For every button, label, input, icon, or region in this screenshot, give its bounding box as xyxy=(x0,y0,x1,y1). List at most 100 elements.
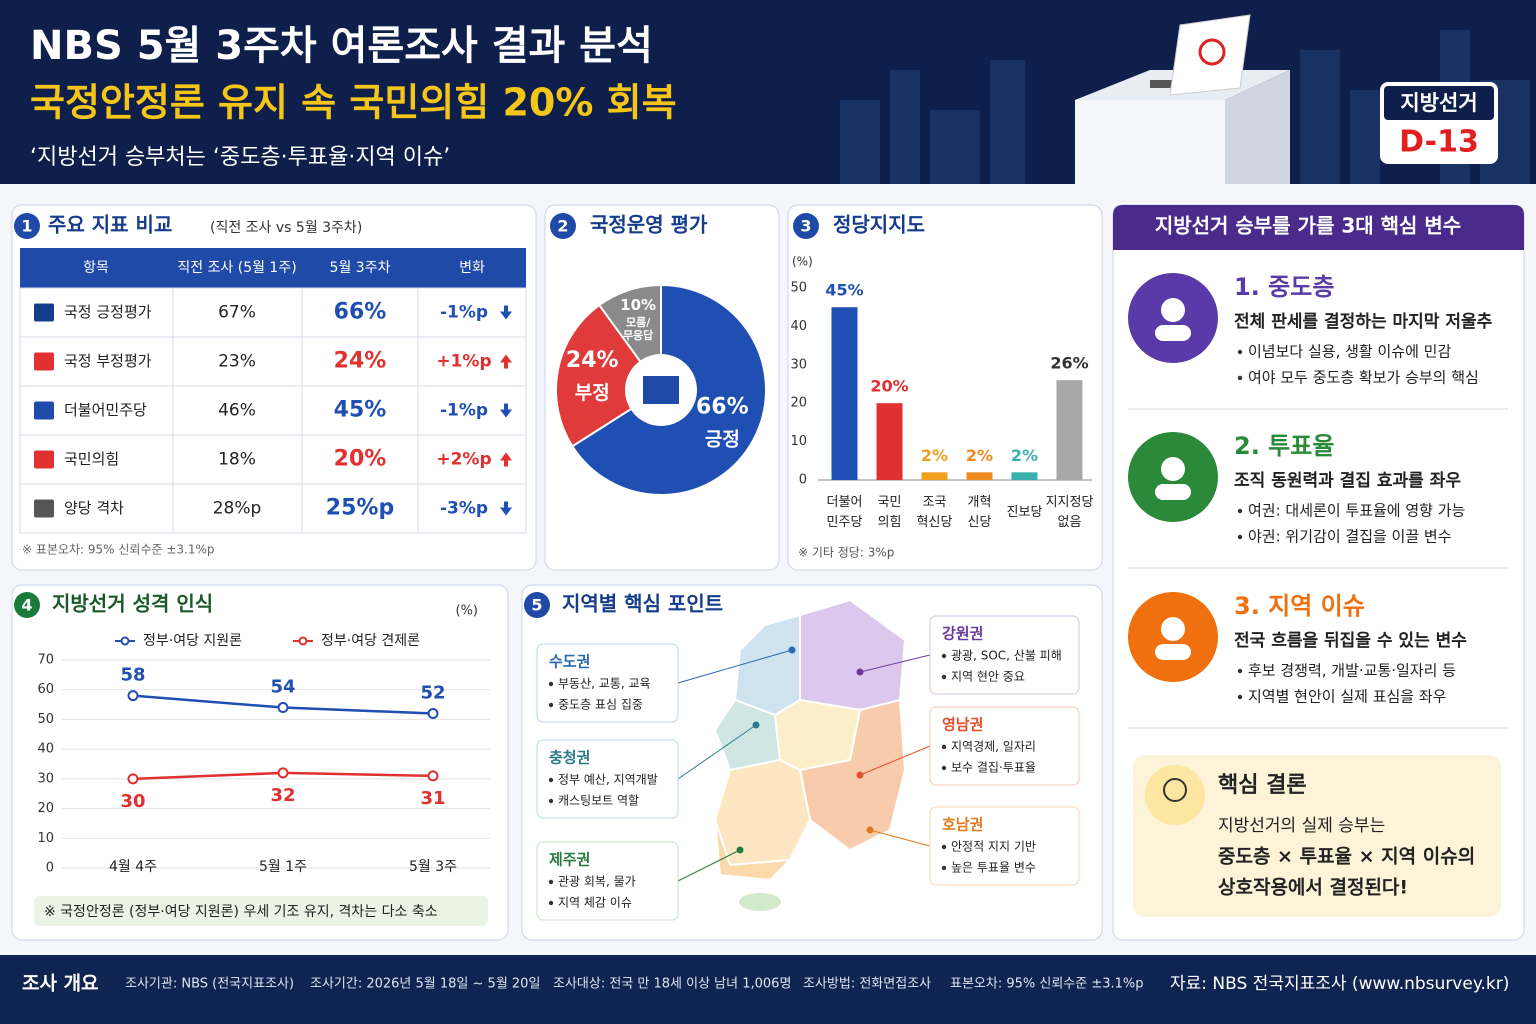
slice-label: 긍정 xyxy=(705,428,740,450)
value-label: 32 xyxy=(270,785,295,806)
change-value: -3%p xyxy=(440,499,488,519)
badge-top xyxy=(1384,86,1494,120)
bar xyxy=(1011,472,1038,480)
table-row xyxy=(19,385,527,436)
factor-title: 2. 투표율 xyxy=(1234,432,1334,460)
footer-item: 조사기간: 2026년 5월 18일 ~ 5월 20일 xyxy=(310,977,540,992)
x-tick-label: 5월 3주 xyxy=(409,859,457,875)
legend-marker xyxy=(298,636,308,646)
y-tick-label: 10 xyxy=(37,831,54,846)
value-label: 54 xyxy=(270,677,295,698)
conclusion-line: 지방선거의 실제 승부는 xyxy=(1218,816,1385,836)
factor-lead: 조직 동원력과 결집 효과를 좌우 xyxy=(1234,471,1461,491)
pie-slice xyxy=(555,303,663,448)
current-value: 24% xyxy=(334,349,387,374)
row-label: 더불어민주당 xyxy=(64,401,147,419)
change-value: +2%p xyxy=(436,450,491,470)
factor-point: 후보 경쟁력, 개발·교통·일자리 등 xyxy=(1248,662,1456,680)
y-tick-label: 20 xyxy=(37,801,54,816)
y-tick-label: 40 xyxy=(790,319,807,334)
factor-point: 여권: 대세론이 투표율에 영향 가능 xyxy=(1248,502,1466,520)
line-point xyxy=(277,767,289,779)
change-arrow xyxy=(500,403,512,418)
row-icon xyxy=(34,450,54,469)
x-tick-label: 조국 혁신당 xyxy=(917,495,953,530)
table-header: 변화 xyxy=(459,260,485,276)
section-title: 지역별 핵심 포인트 xyxy=(562,592,723,616)
section-number-bg xyxy=(14,592,40,618)
bullet xyxy=(1237,349,1243,355)
bullet xyxy=(941,674,947,680)
region-pin xyxy=(866,826,874,834)
line-point xyxy=(277,702,289,714)
section-number-bg xyxy=(524,592,550,618)
change-arrow xyxy=(500,501,512,516)
footer-item: 조사방법: 전화면접조사 xyxy=(803,977,931,992)
factor-title: 3. 지역 이슈 xyxy=(1234,592,1365,620)
row-icon xyxy=(34,401,54,420)
row-icon xyxy=(34,499,54,518)
slice-label: 모름/무응답 xyxy=(623,316,653,342)
section-number-bg xyxy=(14,213,40,239)
region-point: 지역 현안 중요 xyxy=(951,670,1025,684)
bullet xyxy=(941,744,947,750)
region-name: 강원권 xyxy=(942,625,983,643)
footer-bg xyxy=(0,955,1536,1024)
footnote: ※ 기타 정당: 3%p xyxy=(798,546,894,560)
key-title: 지방선거 승부를 가를 3대 핵심 변수 xyxy=(1155,214,1461,238)
pie-icon xyxy=(643,376,679,404)
region-point: 지역경제, 일자리 xyxy=(951,740,1036,754)
region-pin xyxy=(856,668,864,676)
table-header-bg xyxy=(20,248,526,288)
row-label: 국정 부정평가 xyxy=(64,352,152,370)
y-axis-label: (%) xyxy=(456,604,479,619)
y-tick-label: 0 xyxy=(799,473,807,488)
factor-icon-glyph xyxy=(1155,644,1191,660)
x-tick-label: 개혁 신당 xyxy=(968,495,992,530)
region-name: 영남권 xyxy=(942,716,983,734)
bulb-icon xyxy=(1145,765,1205,825)
table-row xyxy=(19,287,527,338)
y-tick-label: 40 xyxy=(37,742,54,757)
bullet xyxy=(1237,668,1243,674)
row-icon xyxy=(34,303,54,322)
prev-value: 67% xyxy=(218,303,256,323)
title: NBS 5월 3주차 여론조사 결과 분석 xyxy=(30,23,653,69)
bullet xyxy=(1237,375,1243,381)
table-header: 직전 조사 (5월 1주) xyxy=(177,260,296,276)
current-value: 20% xyxy=(334,447,387,472)
bar xyxy=(1056,380,1083,480)
y-tick-label: 70 xyxy=(37,653,54,668)
headline: 국정안정론 유지 속 국민의힘 20% 회복 xyxy=(30,81,677,125)
prev-value: 46% xyxy=(218,401,256,421)
current-value: 66% xyxy=(334,300,387,325)
conclusion-bg xyxy=(1133,755,1501,917)
section-number: 5 xyxy=(531,596,542,615)
line-point xyxy=(127,690,139,702)
bullet xyxy=(1237,534,1243,540)
chart-note: ※ 국정안정론 (정부·여당 지원론) 우세 기조 유지, 격차는 다소 축소 xyxy=(44,904,438,920)
legend-label: 정부·여당 지원론 xyxy=(143,633,242,649)
region-pin xyxy=(788,646,796,654)
prev-value: 23% xyxy=(218,352,256,372)
region-box xyxy=(929,706,1080,786)
ballot-box xyxy=(1075,14,1290,184)
change-value: -1%p xyxy=(440,401,488,421)
y-tick-label: 50 xyxy=(37,712,54,727)
x-tick-label: 5월 1주 xyxy=(259,859,307,875)
factor-point: 여야 모두 중도층 확보가 승부의 핵심 xyxy=(1248,369,1479,387)
section-number: 2 xyxy=(557,217,568,236)
region-point: 광광, SOC, 산불 피해 xyxy=(951,649,1062,663)
change-value: +1%p xyxy=(436,352,491,372)
x-tick-label: 지지정당 없음 xyxy=(1046,495,1094,530)
factor-title: 1. 중도층 xyxy=(1234,273,1334,301)
badge-value: D-13 xyxy=(1399,125,1479,160)
factor-icon-glyph xyxy=(1161,617,1185,641)
region-box xyxy=(536,739,679,819)
bar xyxy=(966,472,993,480)
factor-icon-glyph xyxy=(1155,484,1191,500)
value-label: 26% xyxy=(1050,354,1088,373)
y-axis-label: (%) xyxy=(792,255,813,269)
conclusion-line: 상호작용에서 결정된다! xyxy=(1218,877,1408,899)
note-bg xyxy=(34,896,488,926)
